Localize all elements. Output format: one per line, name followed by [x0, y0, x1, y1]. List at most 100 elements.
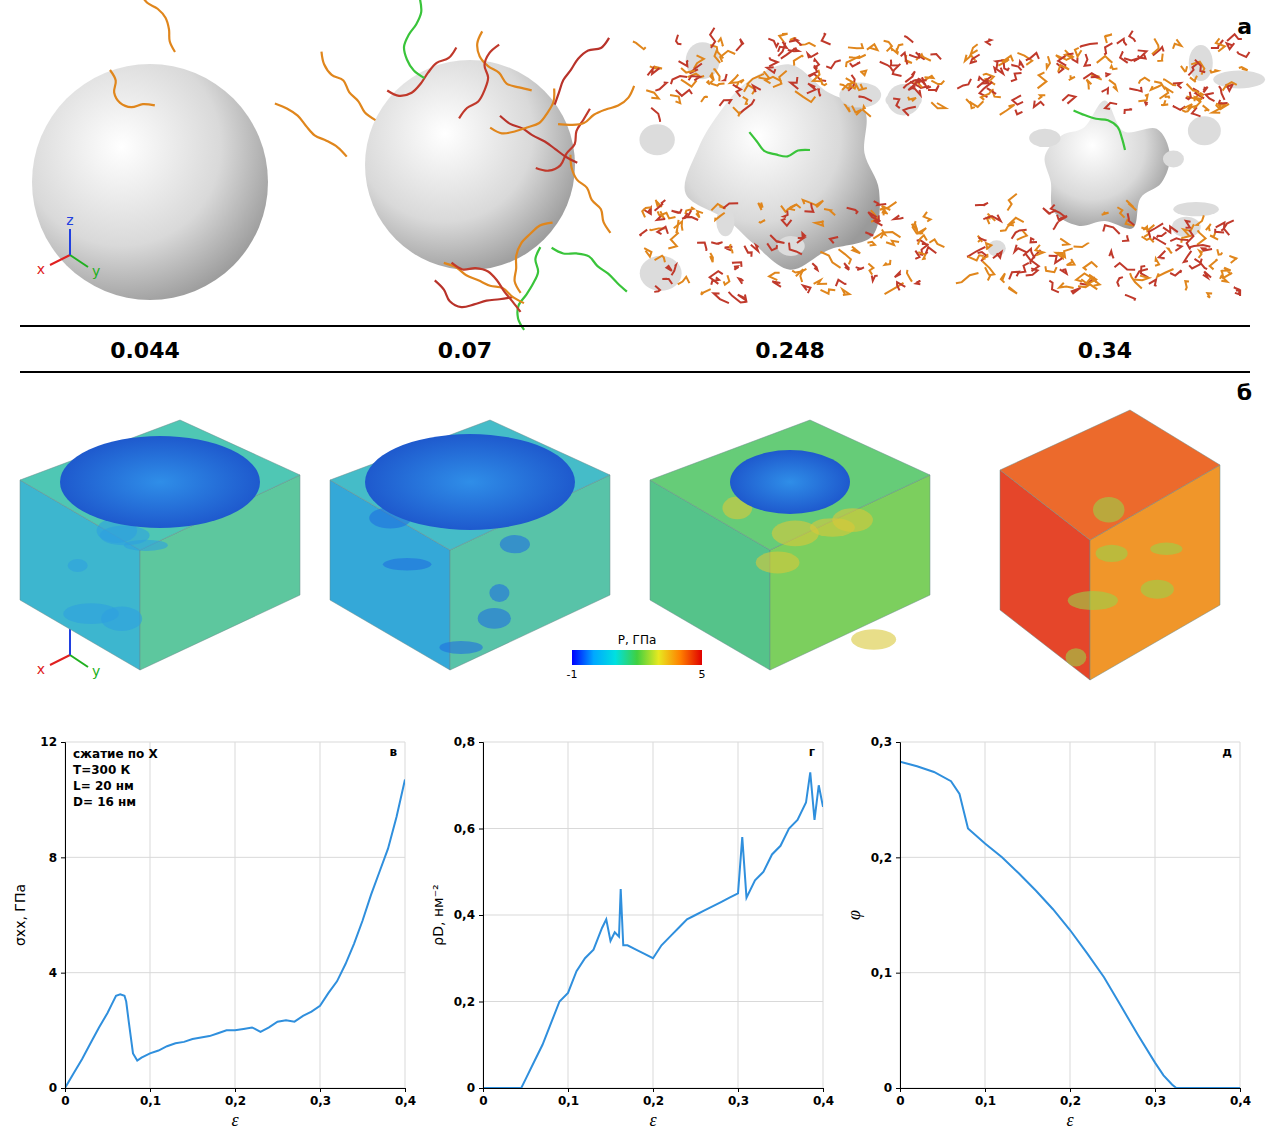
grid-line — [65, 857, 405, 858]
dislocation-line — [681, 80, 697, 87]
x-tick-mark — [1070, 1088, 1071, 1092]
panel-letter: г — [809, 745, 815, 759]
x-axis: 00,10,20,30,4 — [61, 1088, 416, 1108]
dislocation-line — [1222, 268, 1231, 275]
dislocation-line — [1074, 243, 1088, 247]
y-tick: 0,2 — [871, 851, 900, 865]
colorbar-tick-label: 5 — [699, 668, 706, 681]
pressure-patch — [1141, 580, 1174, 599]
grid-line — [900, 857, 1240, 858]
data-line — [483, 772, 823, 1088]
separator — [20, 325, 1250, 327]
dislocation-line — [782, 219, 792, 226]
dislocation-line — [1038, 95, 1045, 99]
dislocation-line — [1004, 63, 1009, 70]
dislocation-line — [1072, 288, 1081, 293]
dislocation-line — [1215, 229, 1224, 233]
dislocation-line — [845, 105, 850, 112]
dislocation-line — [555, 38, 609, 105]
x-tick-mark — [738, 1088, 739, 1092]
dislocation-line — [678, 277, 690, 285]
dislocation-line — [644, 248, 651, 257]
dislocation-line — [404, 0, 424, 78]
dislocation-line — [1173, 39, 1181, 48]
dislocation-line — [1007, 194, 1016, 211]
y-axis: 00,10,20,3 — [871, 735, 901, 1095]
x-axis-title: ε — [1066, 1110, 1074, 1130]
colorbar-tick-label: -1 — [567, 668, 578, 681]
box-face — [1000, 410, 1220, 540]
y-tick-mark — [61, 742, 65, 743]
dislocation-line — [646, 90, 659, 98]
dislocation-line — [897, 282, 905, 290]
x-tick-label: 0,1 — [558, 1094, 579, 1108]
y-tick-mark — [896, 1088, 900, 1089]
dislocation-line — [1105, 74, 1109, 77]
triad-arrow — [50, 255, 70, 265]
dislocation-line — [1223, 82, 1237, 90]
x-tick-label: 0,3 — [728, 1094, 749, 1108]
dislocation-line — [751, 245, 759, 251]
dislocation-line — [918, 78, 931, 88]
dislocation-line — [957, 79, 971, 89]
dislocation-line — [738, 294, 746, 300]
dislocation-line — [689, 76, 700, 80]
y-tick: 4 — [49, 966, 65, 980]
x-tick-label: 0,2 — [225, 1094, 246, 1108]
pressure-patch — [100, 525, 150, 545]
dislocation-line — [1060, 269, 1067, 273]
dislocation-line — [814, 59, 819, 68]
dislocation-line — [674, 222, 683, 231]
grid — [483, 742, 823, 1088]
dislocation-line — [1060, 239, 1069, 245]
y-tick: 0,2 — [454, 995, 483, 1009]
dislocation-line — [1161, 100, 1168, 105]
panel-letter: б — [1237, 380, 1252, 405]
pressure-box — [1000, 410, 1220, 680]
dislocation-line — [1038, 72, 1047, 88]
dislocation-line — [734, 266, 739, 269]
colorbar-label: P, ГПа — [618, 633, 657, 647]
dislocation-line — [1130, 273, 1142, 288]
annotation: D= 16 нм — [73, 795, 136, 809]
dislocation-line — [1170, 238, 1188, 241]
dislocation-line — [321, 52, 375, 121]
dislocation-line — [1043, 208, 1056, 214]
dislocation-line — [710, 271, 723, 284]
y-tick-label: 12 — [40, 735, 57, 749]
dislocation-line — [978, 76, 992, 87]
dislocation-line — [1125, 295, 1135, 301]
y-axis-title: σxx, ГПа — [12, 884, 28, 946]
y-tick: 8 — [49, 851, 65, 865]
dislocation-line — [1009, 287, 1017, 294]
dislocation-line — [1187, 84, 1203, 97]
row-b-images — [20, 410, 1220, 680]
dislocation-line — [1053, 222, 1058, 230]
y-tick-mark — [896, 973, 900, 974]
dislocation-line — [1104, 43, 1112, 54]
dislocation-line — [110, 70, 155, 107]
dislocation-line — [908, 97, 916, 102]
dislocation-line — [881, 232, 901, 238]
dislocation-line — [970, 101, 984, 107]
y-tick-label: 0,2 — [871, 851, 892, 865]
dislocation-line — [773, 71, 787, 87]
dislocation-line — [1203, 105, 1209, 111]
pressure-patch — [1096, 545, 1128, 562]
dislocation-line — [1168, 249, 1172, 254]
dislocation-line — [1195, 60, 1205, 73]
dislocation-line — [1173, 83, 1182, 88]
dislocation-line — [842, 289, 849, 295]
dislocation-line — [1159, 251, 1166, 259]
grid-line — [900, 972, 1240, 973]
dislocation-line — [710, 253, 713, 262]
dislocation-line — [1083, 73, 1097, 79]
void-fragment — [639, 124, 674, 155]
dislocation-line — [1185, 281, 1189, 290]
dislocation-line — [1192, 107, 1201, 116]
y-tick: 0 — [467, 1081, 483, 1095]
x-axis: 00,10,20,30,4 — [479, 1088, 834, 1108]
dislocation-line — [850, 62, 860, 66]
box-face — [650, 420, 930, 550]
grid-line — [483, 828, 823, 829]
